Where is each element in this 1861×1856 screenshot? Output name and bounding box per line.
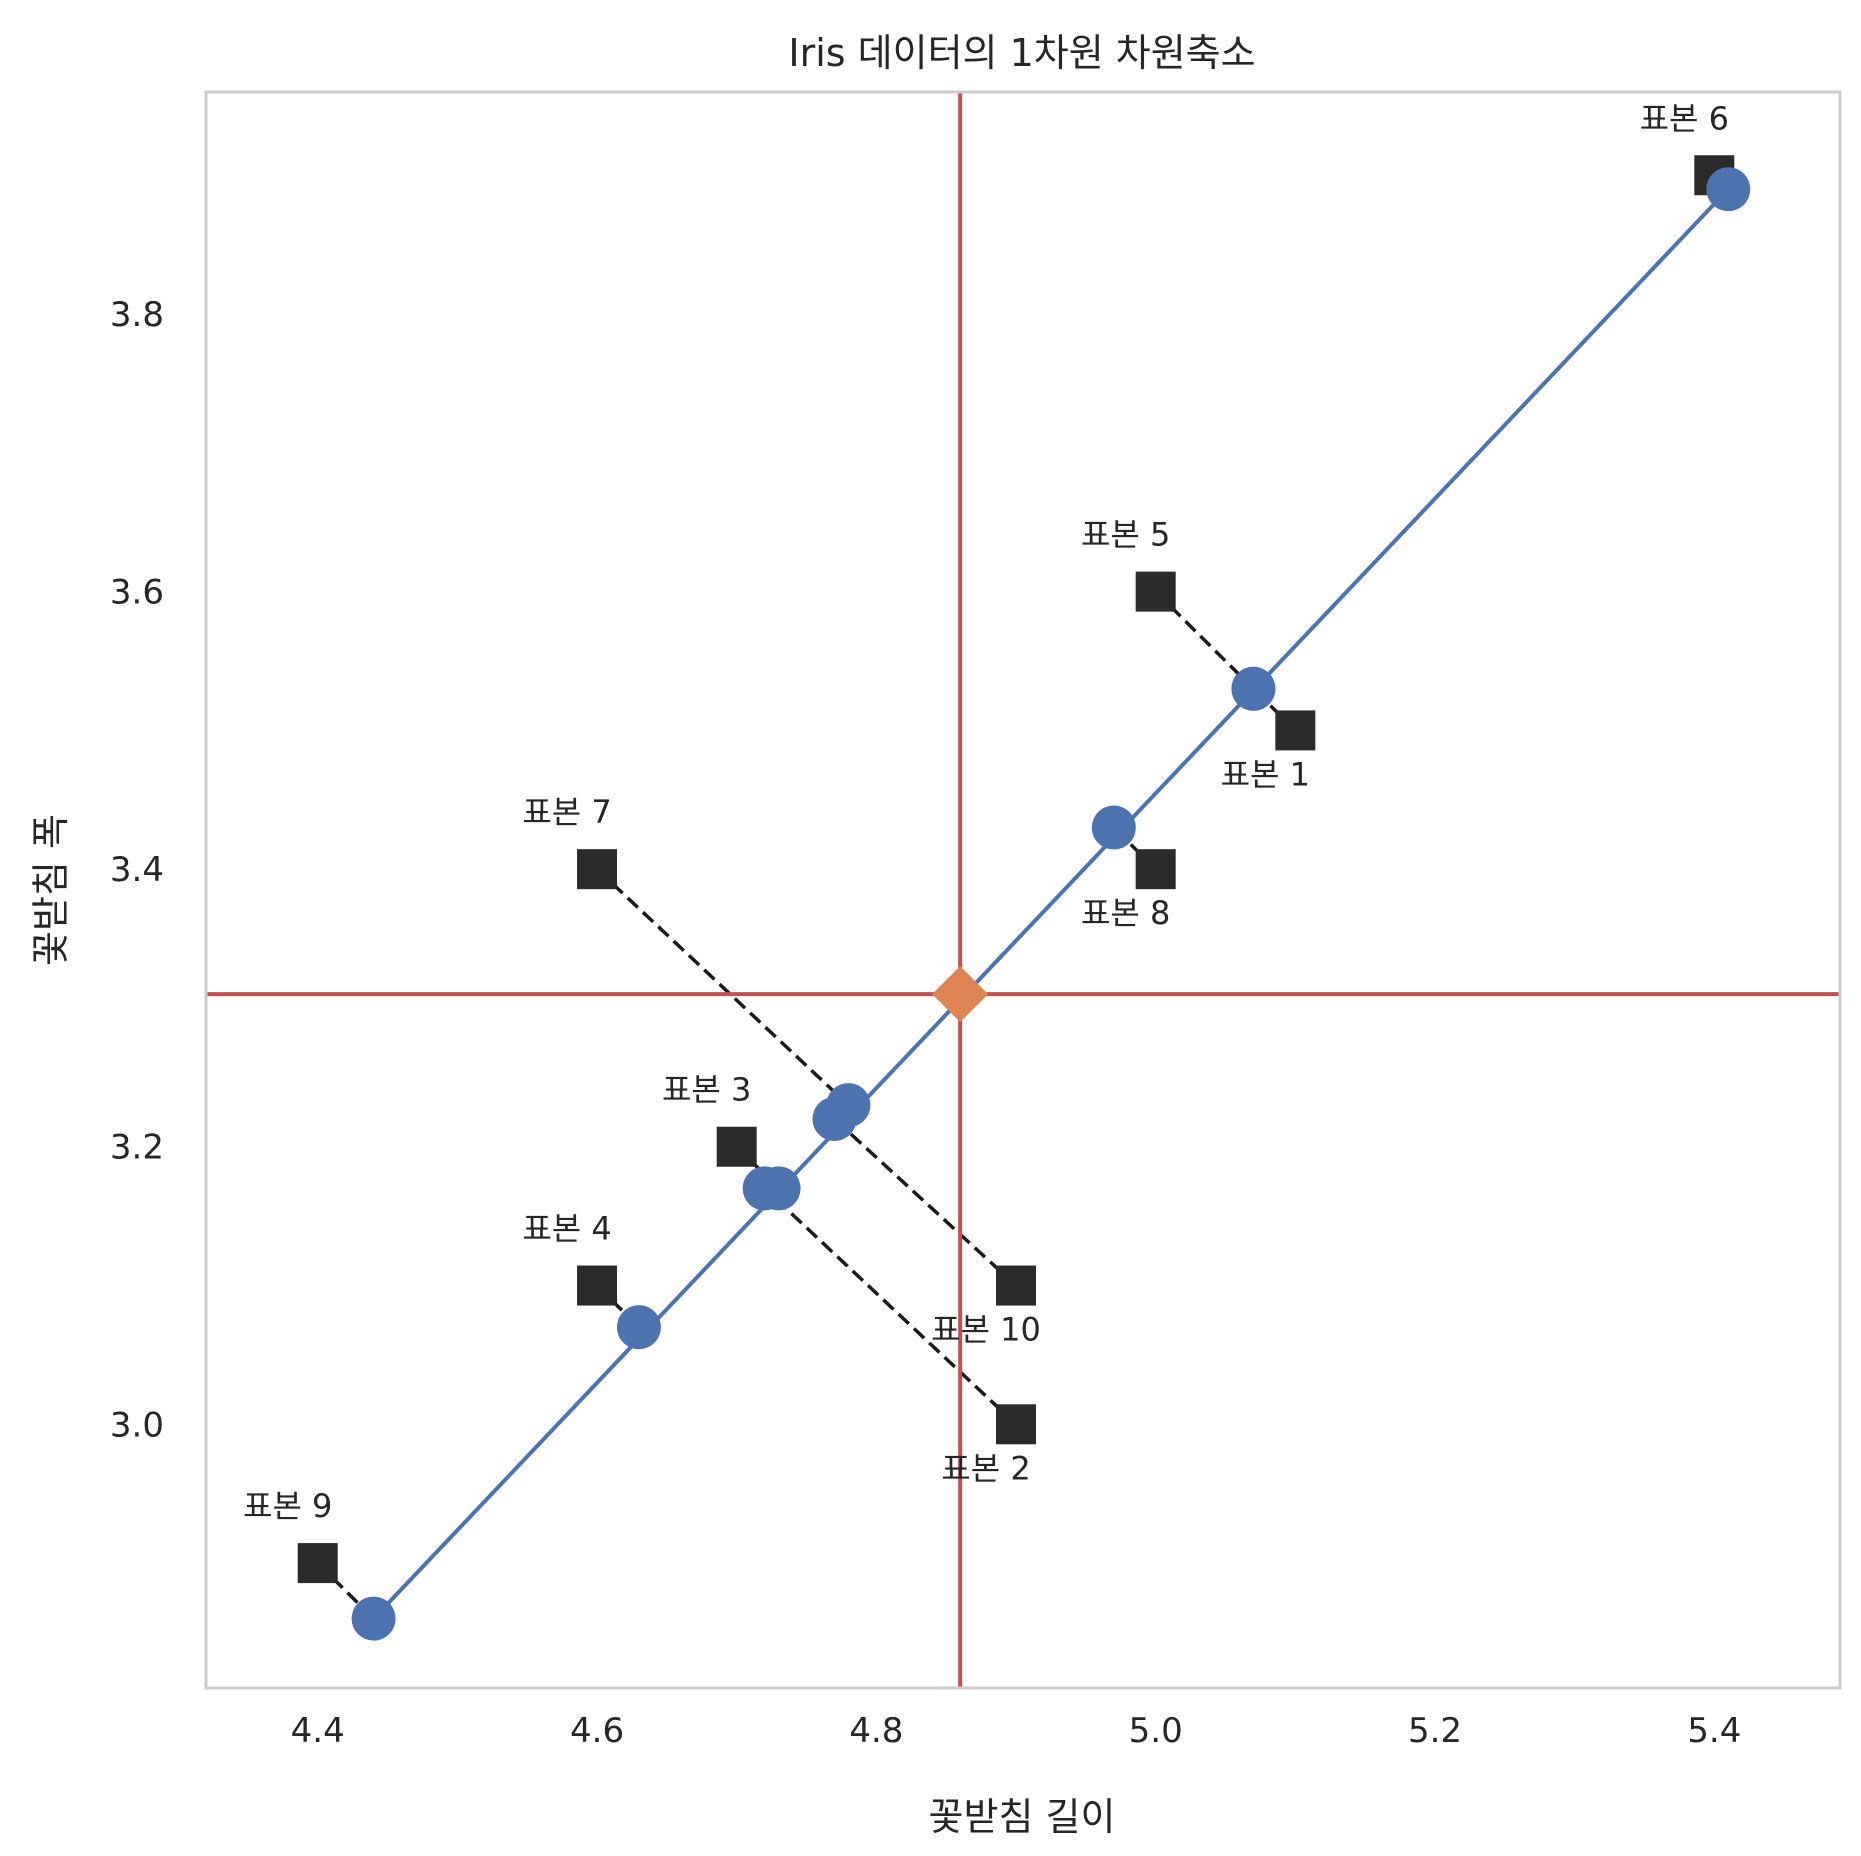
x-tick-label-4: 5.0 bbox=[1129, 1711, 1183, 1751]
chart-title: Iris 데이터의 1차원 차원축소 bbox=[788, 31, 1255, 75]
y-tick-label-1: 3.0 bbox=[110, 1405, 164, 1445]
residual-line-7 bbox=[595, 867, 850, 1107]
y-axis-label: 꽃받침 폭 bbox=[29, 814, 73, 966]
x-tick-label-6: 5.4 bbox=[1687, 1711, 1741, 1751]
sample-label-8: 표본 8 bbox=[1081, 894, 1170, 932]
mean-marker bbox=[932, 966, 989, 1023]
sample-marker-5 bbox=[1135, 571, 1176, 612]
projected-point-5 bbox=[1231, 666, 1276, 711]
y-axis-ticks: 3.0 3.2 3.4 3.6 3.8 bbox=[110, 295, 164, 1445]
sample-label-1: 표본 1 bbox=[1221, 755, 1310, 793]
sample-marker-4 bbox=[577, 1265, 618, 1306]
projected-point-3 bbox=[756, 1166, 801, 1211]
sample-label-10: 표본 10 bbox=[931, 1311, 1041, 1349]
x-axis-ticks: 4.4 4.6 4.8 5.0 5.2 5.4 bbox=[291, 1711, 1742, 1751]
sample-label-3: 표본 3 bbox=[662, 1071, 751, 1109]
plot-frame bbox=[204, 90, 1842, 1690]
y-tick-label-2: 3.2 bbox=[110, 1128, 164, 1168]
x-tick-label-2: 4.6 bbox=[570, 1711, 624, 1751]
sample-label-5: 표본 5 bbox=[1081, 516, 1170, 554]
plot-area: 표본 1 표본 2 표본 3 표본 4 표본 5 표본 6 표본 7 표본 8 표본 9 표본 1… bbox=[206, 92, 1840, 1688]
sample-marker-2 bbox=[996, 1404, 1037, 1445]
sample-marker-1 bbox=[1275, 710, 1316, 751]
sample-marker-9 bbox=[297, 1543, 338, 1584]
sample-label-9: 표본 9 bbox=[243, 1487, 332, 1525]
x-tick-label-3: 4.8 bbox=[849, 1711, 903, 1751]
x-tick-label-1: 4.4 bbox=[291, 1711, 345, 1751]
projected-point-10 bbox=[812, 1096, 857, 1141]
sample-label-6: 표본 6 bbox=[1640, 99, 1729, 137]
projected-point-6 bbox=[1706, 167, 1751, 212]
projected-point-8 bbox=[1091, 805, 1136, 850]
y-tick-label-5: 3.8 bbox=[110, 295, 164, 335]
sample-marker-3 bbox=[716, 1126, 757, 1167]
residual-line-2 bbox=[763, 1187, 1018, 1426]
sample-marker-8 bbox=[1135, 849, 1176, 890]
sample-label-7: 표본 7 bbox=[522, 793, 611, 831]
projected-point-9 bbox=[351, 1596, 396, 1641]
projection-line bbox=[372, 187, 1730, 1620]
y-tick-label-3: 3.4 bbox=[110, 850, 164, 890]
sample-marker-10 bbox=[996, 1265, 1037, 1306]
sample-marker-7 bbox=[577, 849, 618, 890]
y-tick-label-4: 3.6 bbox=[110, 573, 164, 613]
sample-label-2: 표본 2 bbox=[941, 1449, 1030, 1487]
projected-point-4 bbox=[616, 1305, 661, 1350]
sample-label-4: 표본 4 bbox=[522, 1210, 611, 1248]
x-axis-label: 꽃받침 길이 bbox=[929, 1795, 1116, 1839]
plot-content bbox=[206, 92, 1840, 1688]
x-tick-label-5: 5.2 bbox=[1408, 1711, 1462, 1751]
